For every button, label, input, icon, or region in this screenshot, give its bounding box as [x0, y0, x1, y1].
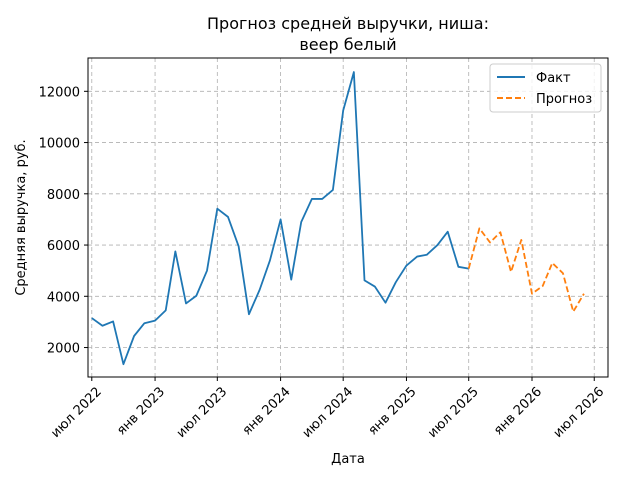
y-axis: 2000 4000 6000 8000 10000 12000 — [39, 85, 88, 357]
series-line-fact — [91, 71, 469, 366]
legend-forecast-label: Прогноз — [536, 92, 592, 107]
y-tick-label: 8000 — [47, 188, 80, 203]
y-tick-label: 6000 — [47, 239, 80, 254]
legend: Факт Прогноз — [489, 63, 602, 113]
y-tick-label: 10000 — [39, 137, 80, 152]
plot-frame — [87, 57, 609, 378]
chart-title-line2: веер белый — [299, 35, 396, 54]
series-line-forecast — [467, 227, 585, 313]
y-tick-label: 12000 — [39, 85, 80, 100]
y-axis-label: Средняя выручка, руб. — [14, 139, 29, 295]
grid — [88, 58, 608, 377]
legend-fact-label: Факт — [536, 71, 571, 86]
chart-title-line1: Прогноз средней выручки, ниша: — [207, 14, 489, 33]
y-tick-label: 2000 — [47, 342, 80, 357]
y-tick-label: 4000 — [47, 290, 80, 305]
x-axis-label: Дата — [331, 452, 365, 467]
series-layer — [91, 71, 585, 366]
